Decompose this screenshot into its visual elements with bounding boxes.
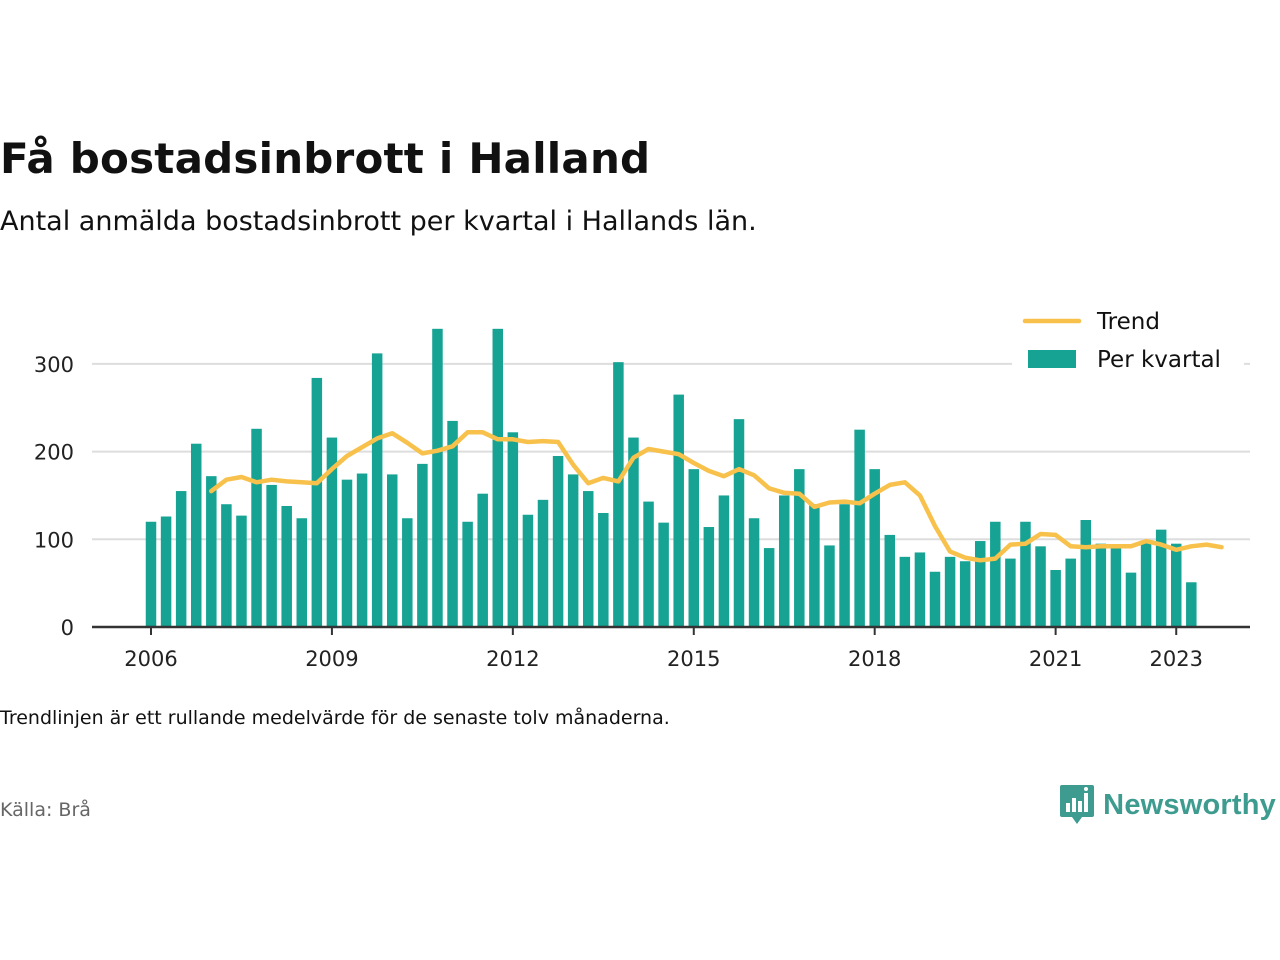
bar (1155, 529, 1167, 627)
bar (492, 328, 504, 627)
bar (869, 469, 880, 627)
legend-label: Trend (1096, 309, 1160, 335)
x-tick-label: 2018 (848, 647, 901, 671)
x-tick-label: 2015 (667, 647, 720, 671)
bar (959, 561, 971, 627)
bar (281, 505, 292, 627)
y-tick-label: 200 (34, 441, 74, 465)
bar (386, 474, 398, 627)
bar (296, 518, 308, 627)
bar (190, 443, 202, 627)
bar (341, 479, 353, 627)
bar (643, 501, 654, 627)
bar (522, 514, 534, 627)
bar (718, 495, 730, 627)
bar (598, 512, 609, 627)
bar (326, 437, 338, 627)
bar (763, 548, 775, 627)
bar (206, 476, 217, 627)
x-tick-label: 2021 (1029, 647, 1082, 671)
bar (221, 504, 232, 627)
bar (477, 493, 488, 627)
bar (251, 428, 262, 627)
bar (462, 521, 473, 627)
bar (356, 473, 368, 627)
bar (145, 521, 157, 627)
bar (613, 362, 624, 627)
brand-name: Newsworthy (1103, 788, 1276, 821)
bar (673, 394, 684, 627)
chart-title: Få bostadsinbrott i Halland (0, 134, 651, 183)
bar (748, 518, 760, 627)
y-tick-label: 100 (34, 528, 74, 552)
bar (552, 455, 564, 627)
bar (628, 437, 639, 627)
bar (839, 504, 850, 627)
legend-bar-swatch (1028, 350, 1076, 368)
bar (1065, 558, 1076, 627)
bar (914, 552, 926, 627)
bar (688, 469, 700, 627)
source-label: Källa: Brå (0, 799, 91, 821)
legend-label: Per kvartal (1097, 347, 1221, 373)
trend-line (209, 430, 1224, 563)
bar (884, 534, 896, 627)
bar (582, 491, 594, 627)
y-tick-label: 300 (34, 353, 74, 377)
bar (990, 521, 1001, 627)
bar (1095, 543, 1107, 627)
newsworthy-logo-icon (1060, 785, 1095, 824)
bar (537, 499, 549, 627)
bar (794, 469, 805, 627)
bar (567, 474, 579, 627)
bar (1005, 558, 1016, 627)
bar (402, 518, 413, 627)
chart: 0 100 200 300 2006 2009 2012 2015 2018 2021 2023 Tr… (34, 298, 1250, 671)
bar (175, 491, 187, 627)
bar (854, 429, 865, 627)
bar (1035, 546, 1046, 627)
bar (1080, 520, 1092, 627)
bar (658, 522, 669, 627)
bar (778, 495, 790, 627)
brand-logo: Newsworthy (1059, 784, 1276, 826)
chart-note: Trendlinjen är ett rullande medelvärde f… (0, 707, 670, 729)
bar (507, 432, 519, 627)
x-tick-label: 2012 (486, 647, 539, 671)
bar (160, 516, 172, 627)
bar (1050, 569, 1061, 627)
bar (1125, 572, 1137, 627)
chart-subtitle: Antal anmälda bostadsinbrott per kvartal… (0, 206, 757, 237)
bar (1020, 521, 1031, 627)
bar (733, 419, 745, 627)
bar (417, 463, 428, 627)
bar (447, 420, 458, 627)
bar (944, 556, 956, 627)
x-tick-label: 2023 (1150, 647, 1203, 671)
bar (1186, 582, 1197, 627)
bar (1140, 541, 1152, 627)
x-tick-label: 2009 (305, 647, 358, 671)
bar (929, 571, 941, 627)
bar (974, 541, 986, 627)
bar (311, 377, 323, 627)
bar (703, 527, 715, 627)
bar (824, 545, 835, 627)
y-tick-label: 0 (61, 616, 74, 640)
bar (809, 504, 820, 627)
bar (371, 353, 383, 627)
bar (432, 328, 443, 627)
bar (236, 515, 247, 627)
bar (1110, 548, 1122, 627)
bar (1170, 543, 1182, 627)
x-tick-label: 2006 (124, 647, 177, 671)
bar (899, 556, 911, 627)
bar (266, 484, 277, 627)
